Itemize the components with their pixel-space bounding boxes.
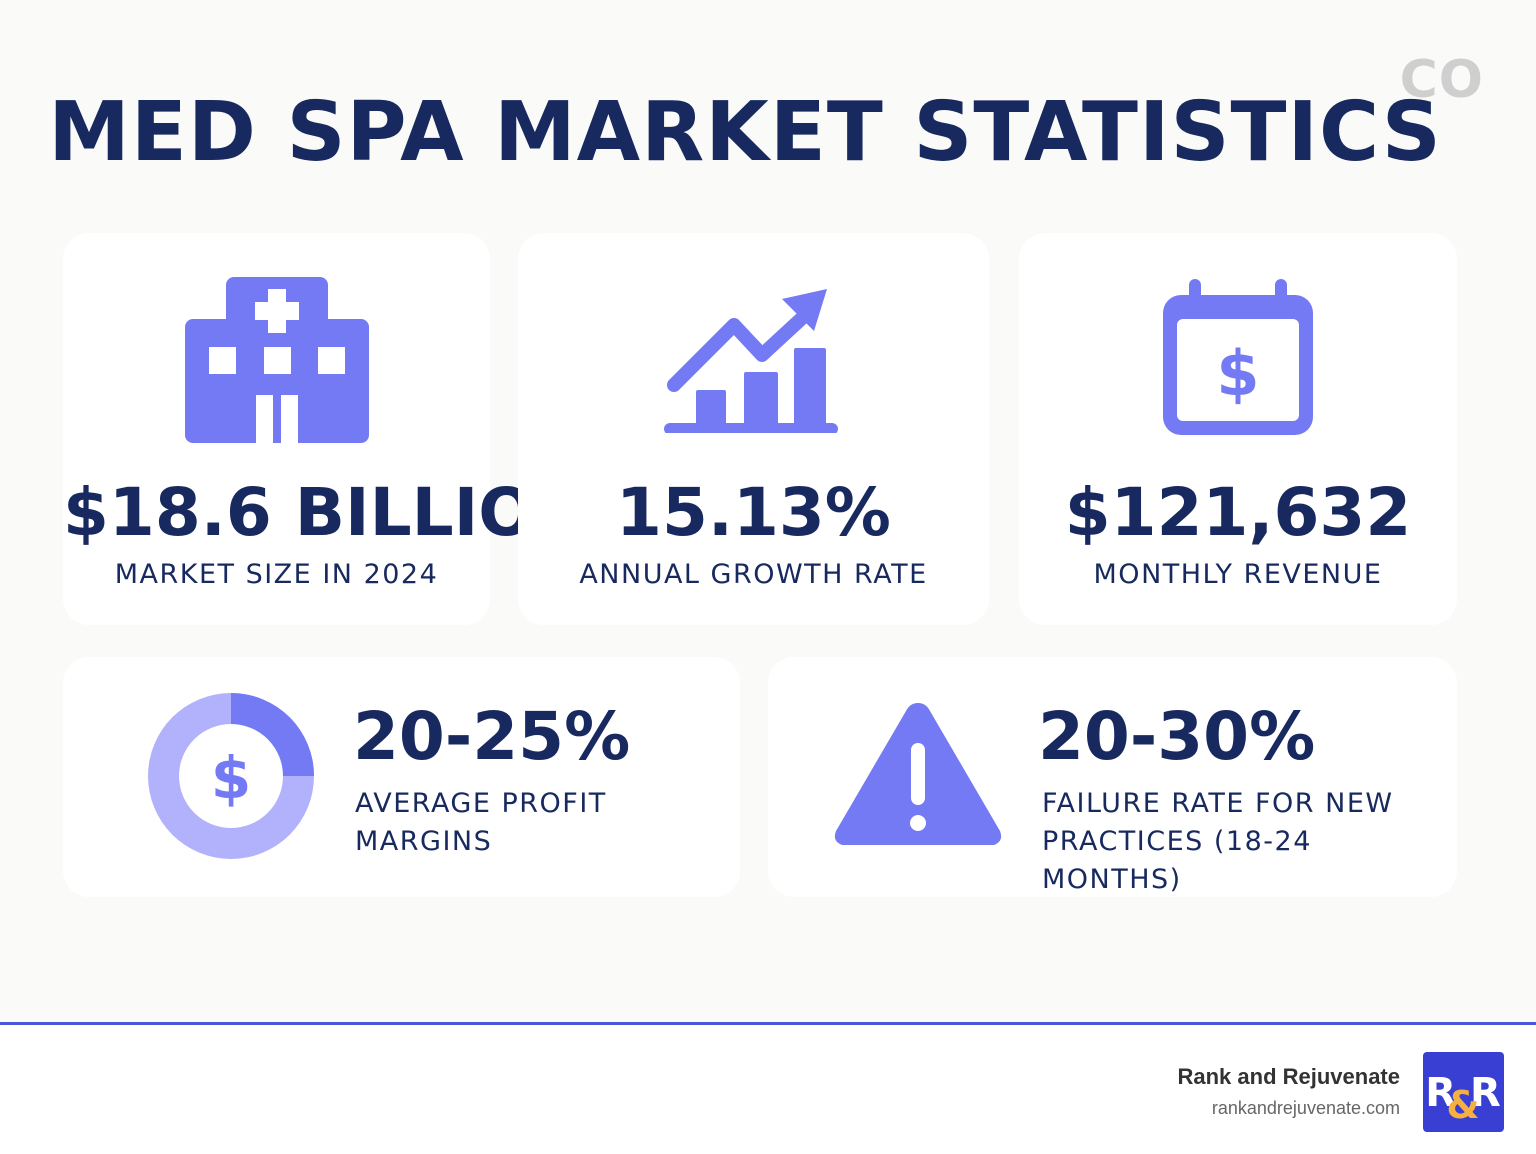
svg-text:$: $ [1216, 337, 1259, 410]
stat-value: $121,632 [1064, 474, 1412, 551]
stat-label: AVERAGE PROFIT MARGINS [355, 788, 607, 857]
page-title: MED SPA MARKET STATISTICS [48, 85, 1442, 180]
stat-card-market-size: $18.6 BILLION MARKET SIZE IN 2024 [63, 233, 590, 625]
svg-text:$: $ [211, 744, 251, 812]
hospital-icon [184, 277, 369, 443]
calendar-dollar-icon: $ [1163, 279, 1313, 435]
svg-text:R R: R R [1425, 1070, 1501, 1116]
svg-text:&: & [1446, 1083, 1479, 1127]
footer [0, 1025, 1536, 1154]
brand-logo: R R & [1423, 1052, 1504, 1132]
stat-value: $18.6 BILLION [63, 474, 590, 551]
stat-value: 20-25% [353, 698, 631, 775]
stat-label: FAILURE RATE FOR NEW PRACTICES (18-24 MO… [1042, 788, 1394, 895]
brand-url[interactable]: rankandrejuvenate.com [1211, 1098, 1400, 1118]
stat-label: MARKET SIZE IN 2024 [114, 559, 439, 590]
stat-value: 20-30% [1038, 698, 1316, 775]
brand-logo-mark: R R & [1425, 1070, 1501, 1127]
warning-icon [834, 703, 1002, 845]
stat-value: 15.13% [616, 474, 891, 551]
stat-label: ANNUAL GROWTH RATE [579, 559, 928, 590]
stat-card-profit-margins: $ 20-25% AVERAGE PROFIT MARGINS [63, 657, 740, 897]
corner-logo: CO [1399, 50, 1484, 110]
footer-divider [0, 1022, 1536, 1025]
stat-card-monthly-revenue: $ $121,632 MONTHLY REVENUE [1019, 233, 1457, 625]
growth-chart-icon [663, 289, 838, 433]
stat-label: MONTHLY REVENUE [1093, 559, 1383, 590]
stat-card-failure-rate: 20-30% FAILURE RATE FOR NEW PRACTICES (1… [768, 657, 1457, 897]
brand-name: Rank and Rejuvenate [1177, 1064, 1400, 1089]
donut-dollar-icon: $ [148, 693, 314, 859]
stat-card-growth-rate: 15.13% ANNUAL GROWTH RATE [518, 233, 989, 625]
